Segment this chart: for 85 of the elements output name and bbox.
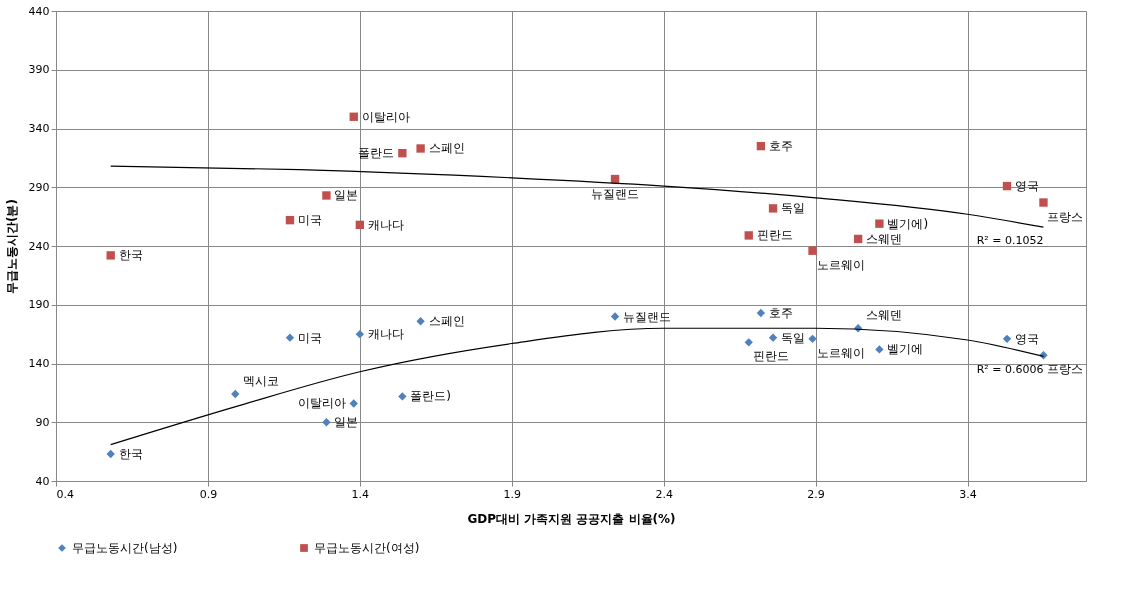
- y-tick-label: 290: [28, 180, 50, 194]
- data-label: 스페인: [428, 314, 465, 329]
- point: [1002, 181, 1012, 191]
- y-tick-label: 240: [28, 239, 50, 253]
- x-tick-label: 0.4: [56, 487, 74, 501]
- point: [416, 317, 425, 326]
- point: [355, 329, 365, 339]
- point: [231, 389, 240, 399]
- data-label: 프랑스: [1047, 209, 1084, 224]
- data-label: 벨기에: [887, 342, 924, 357]
- point: [322, 418, 331, 427]
- point: [355, 220, 365, 230]
- point: [106, 449, 115, 459]
- point: [875, 219, 884, 228]
- x-tick-label: 0.9: [199, 487, 218, 501]
- data-label: 노르웨이: [816, 257, 865, 272]
- data-label: 스웨덴: [866, 231, 903, 246]
- point: [106, 251, 115, 260]
- data-label: 프랑스: [1047, 362, 1084, 377]
- point: [398, 392, 407, 401]
- point: [808, 334, 817, 344]
- data-label: 한국: [118, 446, 143, 461]
- x-tick-label: 1.9: [503, 487, 521, 501]
- data-label: 폴란드): [410, 389, 452, 404]
- data-label: 벨기에): [887, 216, 929, 231]
- data-label: 캐나다: [367, 217, 404, 232]
- point: [853, 234, 863, 244]
- data-label: 영국: [1015, 331, 1039, 346]
- point: [756, 308, 766, 318]
- x-tick-label: 2.9: [807, 487, 825, 501]
- y-tick-label: 440: [28, 4, 50, 18]
- legend-label: 무급노동시간(여성): [314, 541, 420, 555]
- data-label: 스페인: [428, 141, 465, 156]
- data-label: 영국: [1015, 179, 1039, 194]
- point: [285, 215, 295, 225]
- point: [875, 345, 884, 354]
- point: [744, 231, 753, 240]
- data-label: 일본: [334, 415, 359, 430]
- point: [398, 148, 407, 158]
- data-label: 독일: [781, 330, 806, 345]
- y-tick-label: 140: [28, 357, 50, 370]
- data-label: 뉴질랜드: [591, 187, 640, 202]
- point: [744, 338, 753, 347]
- point: [285, 333, 295, 342]
- data-label: 스웨덴: [866, 308, 903, 323]
- y-tick-label: 40: [35, 474, 50, 488]
- y-tick-label: 190: [28, 298, 50, 312]
- data-label: 독일: [781, 201, 806, 216]
- y-axis-title: 무급노동시간(분): [4, 199, 19, 294]
- data-label: 일본: [334, 188, 359, 203]
- data-label: 폴란드: [358, 146, 395, 161]
- data-label: 캐나다: [367, 327, 404, 342]
- x-tick-label: 3.4: [959, 487, 977, 501]
- legend-label: 무급노동시간(남성): [72, 541, 178, 555]
- data-label: 이탈리아: [297, 396, 346, 411]
- point: [416, 144, 425, 153]
- data-label: 미국: [297, 213, 322, 228]
- data-label: 호주: [768, 305, 793, 320]
- data-label: 노르웨이: [816, 345, 865, 360]
- data-label: 이탈리아: [361, 109, 410, 124]
- annotation: R² = 0.6006: [976, 363, 1044, 377]
- annotation: R² = 0.1052: [976, 234, 1044, 248]
- point: [349, 399, 358, 408]
- point: [1039, 198, 1048, 207]
- point: [1002, 334, 1012, 344]
- x-tick-label: 2.4: [655, 487, 673, 501]
- point: [322, 191, 331, 200]
- point: [768, 333, 778, 342]
- point: [610, 312, 620, 321]
- point: [768, 204, 778, 213]
- data-label: 한국: [118, 248, 143, 263]
- data-label: 호주: [768, 139, 793, 154]
- y-tick-label: 390: [28, 63, 50, 77]
- point: [756, 141, 766, 151]
- point: [808, 246, 817, 255]
- data-label: 미국: [297, 330, 322, 345]
- data-label: 핀란드: [756, 228, 793, 243]
- data-label: 핀란드: [752, 349, 789, 364]
- x-tick-label: 1.4: [351, 487, 370, 501]
- y-tick-label: 340: [28, 122, 50, 135]
- x-axis-title: GDP대비 가족지원 공공지출 비율(%): [467, 511, 676, 526]
- data-label: 멕시코: [243, 374, 280, 389]
- data-label: 뉴질랜드: [623, 309, 672, 324]
- y-tick-label: 90: [35, 415, 50, 429]
- point: [349, 112, 358, 121]
